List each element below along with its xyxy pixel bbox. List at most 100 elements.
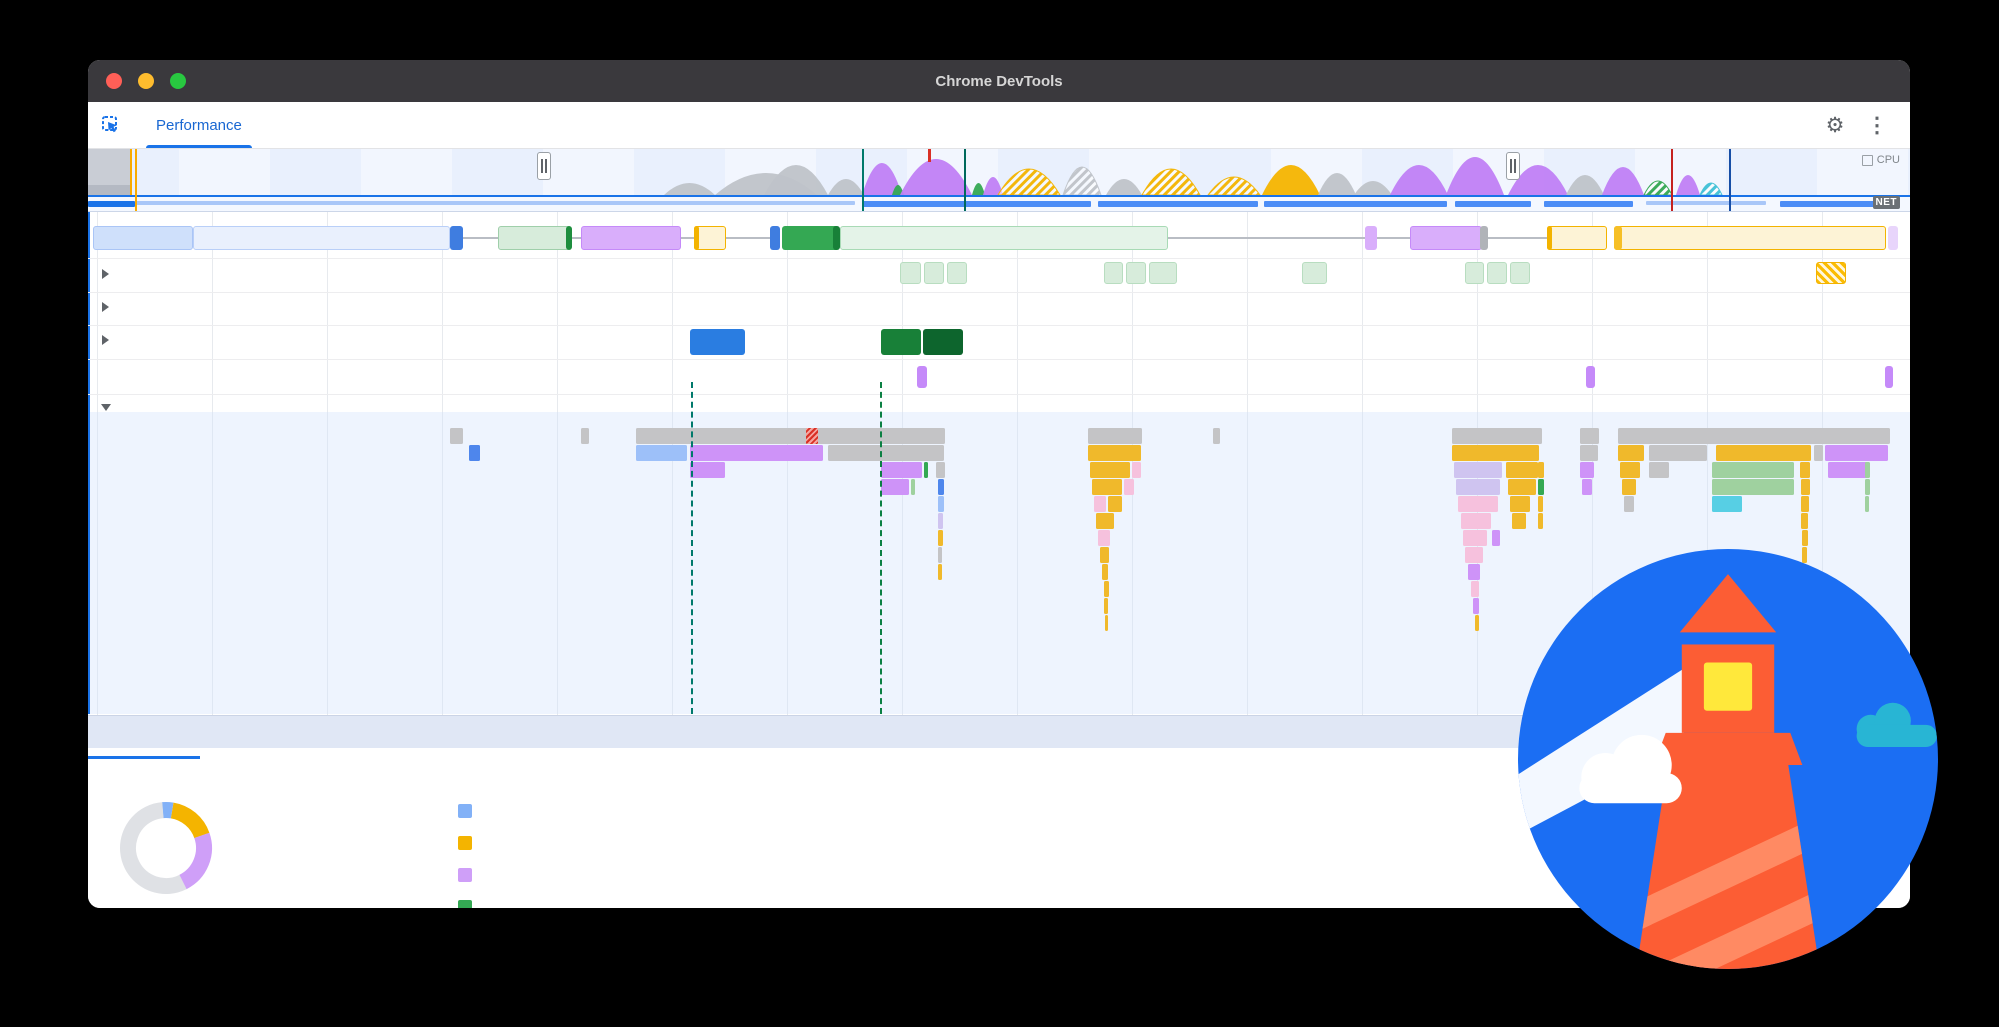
network-request-bar[interactable]	[770, 226, 780, 250]
flame-chart-bar[interactable]	[1865, 462, 1870, 478]
flame-chart-bar[interactable]	[1088, 428, 1142, 444]
more-options-button[interactable]: ⋮	[1860, 108, 1894, 142]
filmstrip-frame[interactable]	[88, 149, 132, 195]
network-request-bar[interactable]	[694, 226, 699, 250]
flame-chart-bar[interactable]	[1506, 462, 1538, 478]
frame-bar[interactable]	[1510, 262, 1530, 284]
flame-chart-bar[interactable]	[1492, 530, 1500, 546]
flame-chart-bar[interactable]	[1104, 581, 1109, 597]
flame-chart-bar[interactable]	[938, 547, 942, 563]
frame-bar[interactable]	[900, 262, 921, 284]
network-request-bar[interactable]	[581, 226, 681, 250]
timing-bar[interactable]	[1885, 366, 1893, 388]
timing-bar[interactable]	[1586, 366, 1595, 388]
frame-bar[interactable]	[1126, 262, 1146, 284]
inspect-button[interactable]	[88, 102, 134, 148]
track-expander-expanded[interactable]	[101, 404, 111, 411]
flame-chart-bar[interactable]	[1458, 496, 1498, 512]
flame-chart-bar[interactable]	[469, 445, 480, 461]
network-request-bar[interactable]	[1410, 226, 1482, 250]
flame-chart-bar[interactable]	[1213, 428, 1220, 444]
flame-chart-bar[interactable]	[1618, 428, 1890, 444]
flame-chart-bar[interactable]	[1580, 445, 1598, 461]
network-request-bar[interactable]	[1365, 226, 1377, 250]
frame-bar[interactable]	[1302, 262, 1327, 284]
flame-chart-bar[interactable]	[1465, 547, 1483, 563]
network-request-bar[interactable]	[450, 226, 463, 250]
range-handle[interactable]	[537, 152, 551, 180]
network-request-bar[interactable]	[1614, 226, 1622, 250]
flame-chart-bar[interactable]	[1618, 445, 1644, 461]
flame-chart-bar[interactable]	[1582, 479, 1592, 495]
flame-chart-bar[interactable]	[1508, 479, 1536, 495]
flame-chart-bar[interactable]	[1712, 462, 1794, 478]
flame-chart-bar[interactable]	[1801, 513, 1808, 529]
network-request-bar[interactable]	[840, 226, 1168, 250]
flame-chart-bar[interactable]	[1475, 615, 1479, 631]
frame-bar[interactable]	[1104, 262, 1123, 284]
flame-chart-bar[interactable]	[1510, 496, 1530, 512]
flame-chart-bar[interactable]	[1463, 530, 1487, 546]
flame-chart-bar[interactable]	[1100, 547, 1109, 563]
minimize-button[interactable]	[138, 73, 154, 89]
network-request-bar[interactable]	[1547, 226, 1607, 250]
flame-chart-bar[interactable]	[450, 428, 463, 444]
track-expander-collapsed[interactable]	[102, 269, 109, 279]
flame-chart-bar[interactable]	[581, 428, 589, 444]
flame-chart-bar[interactable]	[636, 428, 945, 444]
tab-performance[interactable]: Performance	[134, 102, 264, 148]
flame-chart-bar[interactable]	[1712, 479, 1794, 495]
flame-chart-bar[interactable]	[1454, 462, 1502, 478]
flame-chart-bar[interactable]	[911, 479, 915, 495]
flame-chart-bar[interactable]	[1865, 479, 1870, 495]
flame-chart-bar[interactable]	[936, 462, 945, 478]
flame-chart-bar[interactable]	[1452, 428, 1542, 444]
track-expander-collapsed[interactable]	[102, 335, 109, 345]
partial-frame-bar[interactable]	[1816, 262, 1846, 284]
flame-chart-bar[interactable]	[806, 428, 818, 444]
frame-bar[interactable]	[1487, 262, 1507, 284]
flame-chart-bar[interactable]	[1094, 496, 1106, 512]
zoom-button[interactable]	[170, 73, 186, 89]
flame-chart-bar[interactable]	[1468, 564, 1480, 580]
flame-chart-bar[interactable]	[1124, 479, 1134, 495]
flame-chart-bar[interactable]	[1622, 479, 1636, 495]
interaction-bar[interactable]	[923, 329, 963, 355]
flame-chart-bar[interactable]	[881, 462, 922, 478]
flame-chart-bar[interactable]	[1801, 496, 1809, 512]
flame-chart-bar[interactable]	[1825, 445, 1888, 461]
flame-chart-bar[interactable]	[1801, 479, 1810, 495]
network-request-bar[interactable]	[93, 226, 193, 250]
range-handle[interactable]	[1506, 152, 1520, 180]
flame-chart-bar[interactable]	[1512, 513, 1526, 529]
network-request-bar[interactable]	[1888, 226, 1898, 250]
track-expander-collapsed[interactable]	[102, 302, 109, 312]
flame-chart-bar[interactable]	[1538, 513, 1543, 529]
flame-chart-bar[interactable]	[1471, 581, 1479, 597]
flame-chart-bar[interactable]	[1580, 428, 1599, 444]
flame-chart-bar[interactable]	[1716, 445, 1811, 461]
flame-chart-bar[interactable]	[690, 462, 725, 478]
network-request-bar[interactable]	[1614, 226, 1886, 250]
flame-chart-bar[interactable]	[636, 445, 687, 461]
network-request-bar[interactable]	[566, 226, 572, 250]
flame-chart-bar[interactable]	[1620, 462, 1640, 478]
interaction-bar[interactable]	[881, 329, 921, 355]
flame-chart-bar[interactable]	[1580, 462, 1594, 478]
flame-chart-bar[interactable]	[1828, 462, 1868, 478]
frame-bar[interactable]	[1149, 262, 1177, 284]
flame-chart-bar[interactable]	[1132, 462, 1141, 478]
flame-chart-bar[interactable]	[938, 530, 943, 546]
flame-chart-bar[interactable]	[1649, 462, 1669, 478]
timeline-overview[interactable]: CPU NET	[88, 149, 1910, 212]
flame-chart-bar[interactable]	[690, 445, 823, 461]
flame-chart-bar[interactable]	[1105, 615, 1108, 631]
flame-chart-bar[interactable]	[1624, 496, 1634, 512]
flame-chart-bar[interactable]	[938, 479, 944, 495]
flame-chart-bar[interactable]	[924, 462, 928, 478]
flame-chart-bar[interactable]	[938, 564, 942, 580]
flame-chart-bar[interactable]	[1456, 479, 1500, 495]
flame-chart-bar[interactable]	[1092, 479, 1122, 495]
flame-chart-bar[interactable]	[1538, 496, 1543, 512]
flame-chart-bar[interactable]	[1108, 496, 1122, 512]
